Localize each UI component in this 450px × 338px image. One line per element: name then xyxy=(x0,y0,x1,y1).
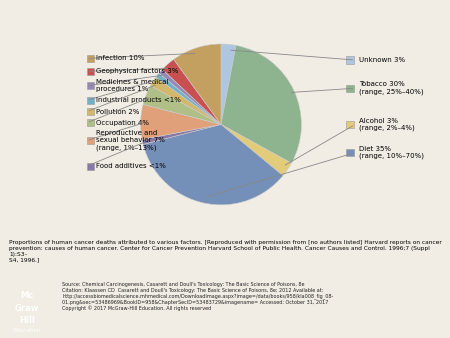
Text: Source: Chemical Carcinogenesis, Casarett and Doull's Toxicology: The Basic Scie: Source: Chemical Carcinogenesis, Casaret… xyxy=(63,282,333,311)
Text: Hill: Hill xyxy=(19,316,35,325)
Text: Mc: Mc xyxy=(20,291,34,300)
Text: Reproductive and
sexual behavior 7%
(range, 1%–13%): Reproductive and sexual behavior 7% (ran… xyxy=(96,130,165,151)
Text: Unknown 3%: Unknown 3% xyxy=(359,57,405,63)
Bar xyxy=(346,121,354,128)
Text: Infection 10%: Infection 10% xyxy=(96,55,145,62)
Text: Geophysical factors 3%: Geophysical factors 3% xyxy=(96,68,179,74)
Bar xyxy=(87,163,94,170)
Wedge shape xyxy=(143,124,283,205)
Bar xyxy=(87,108,94,115)
Bar xyxy=(87,55,94,62)
Bar xyxy=(87,68,94,75)
Wedge shape xyxy=(174,44,221,124)
Text: Food additives <1%: Food additives <1% xyxy=(96,163,166,169)
Bar xyxy=(87,119,94,126)
Wedge shape xyxy=(156,73,221,124)
Text: Tobacco 30%
(range, 25%–40%): Tobacco 30% (range, 25%–40%) xyxy=(359,81,424,95)
Wedge shape xyxy=(142,124,221,144)
Wedge shape xyxy=(221,124,292,176)
Bar xyxy=(87,82,94,90)
Wedge shape xyxy=(140,104,221,140)
Bar xyxy=(346,84,354,92)
Bar xyxy=(87,97,94,104)
Text: Industrial products <1%: Industrial products <1% xyxy=(96,97,181,103)
Text: Education: Education xyxy=(14,329,40,333)
Wedge shape xyxy=(221,44,236,124)
Wedge shape xyxy=(162,59,221,124)
Text: Proportions of human cancer deaths attributed to various factors. [Reproduced wi: Proportions of human cancer deaths attri… xyxy=(9,240,442,262)
Wedge shape xyxy=(143,86,221,124)
Bar xyxy=(87,137,94,144)
Text: Graw: Graw xyxy=(15,304,39,313)
Text: Occupation 4%: Occupation 4% xyxy=(96,120,149,126)
Text: Pollution 2%: Pollution 2% xyxy=(96,108,140,115)
Text: Diet 35%
(range, 10%–70%): Diet 35% (range, 10%–70%) xyxy=(359,146,424,159)
Text: Alcohol 3%
(range, 2%–4%): Alcohol 3% (range, 2%–4%) xyxy=(359,118,415,131)
Wedge shape xyxy=(159,69,221,124)
Wedge shape xyxy=(221,45,302,163)
Text: Medicines & medical
procedures 1%: Medicines & medical procedures 1% xyxy=(96,79,169,92)
Bar xyxy=(346,56,354,64)
Bar xyxy=(346,149,354,156)
Wedge shape xyxy=(150,77,221,124)
